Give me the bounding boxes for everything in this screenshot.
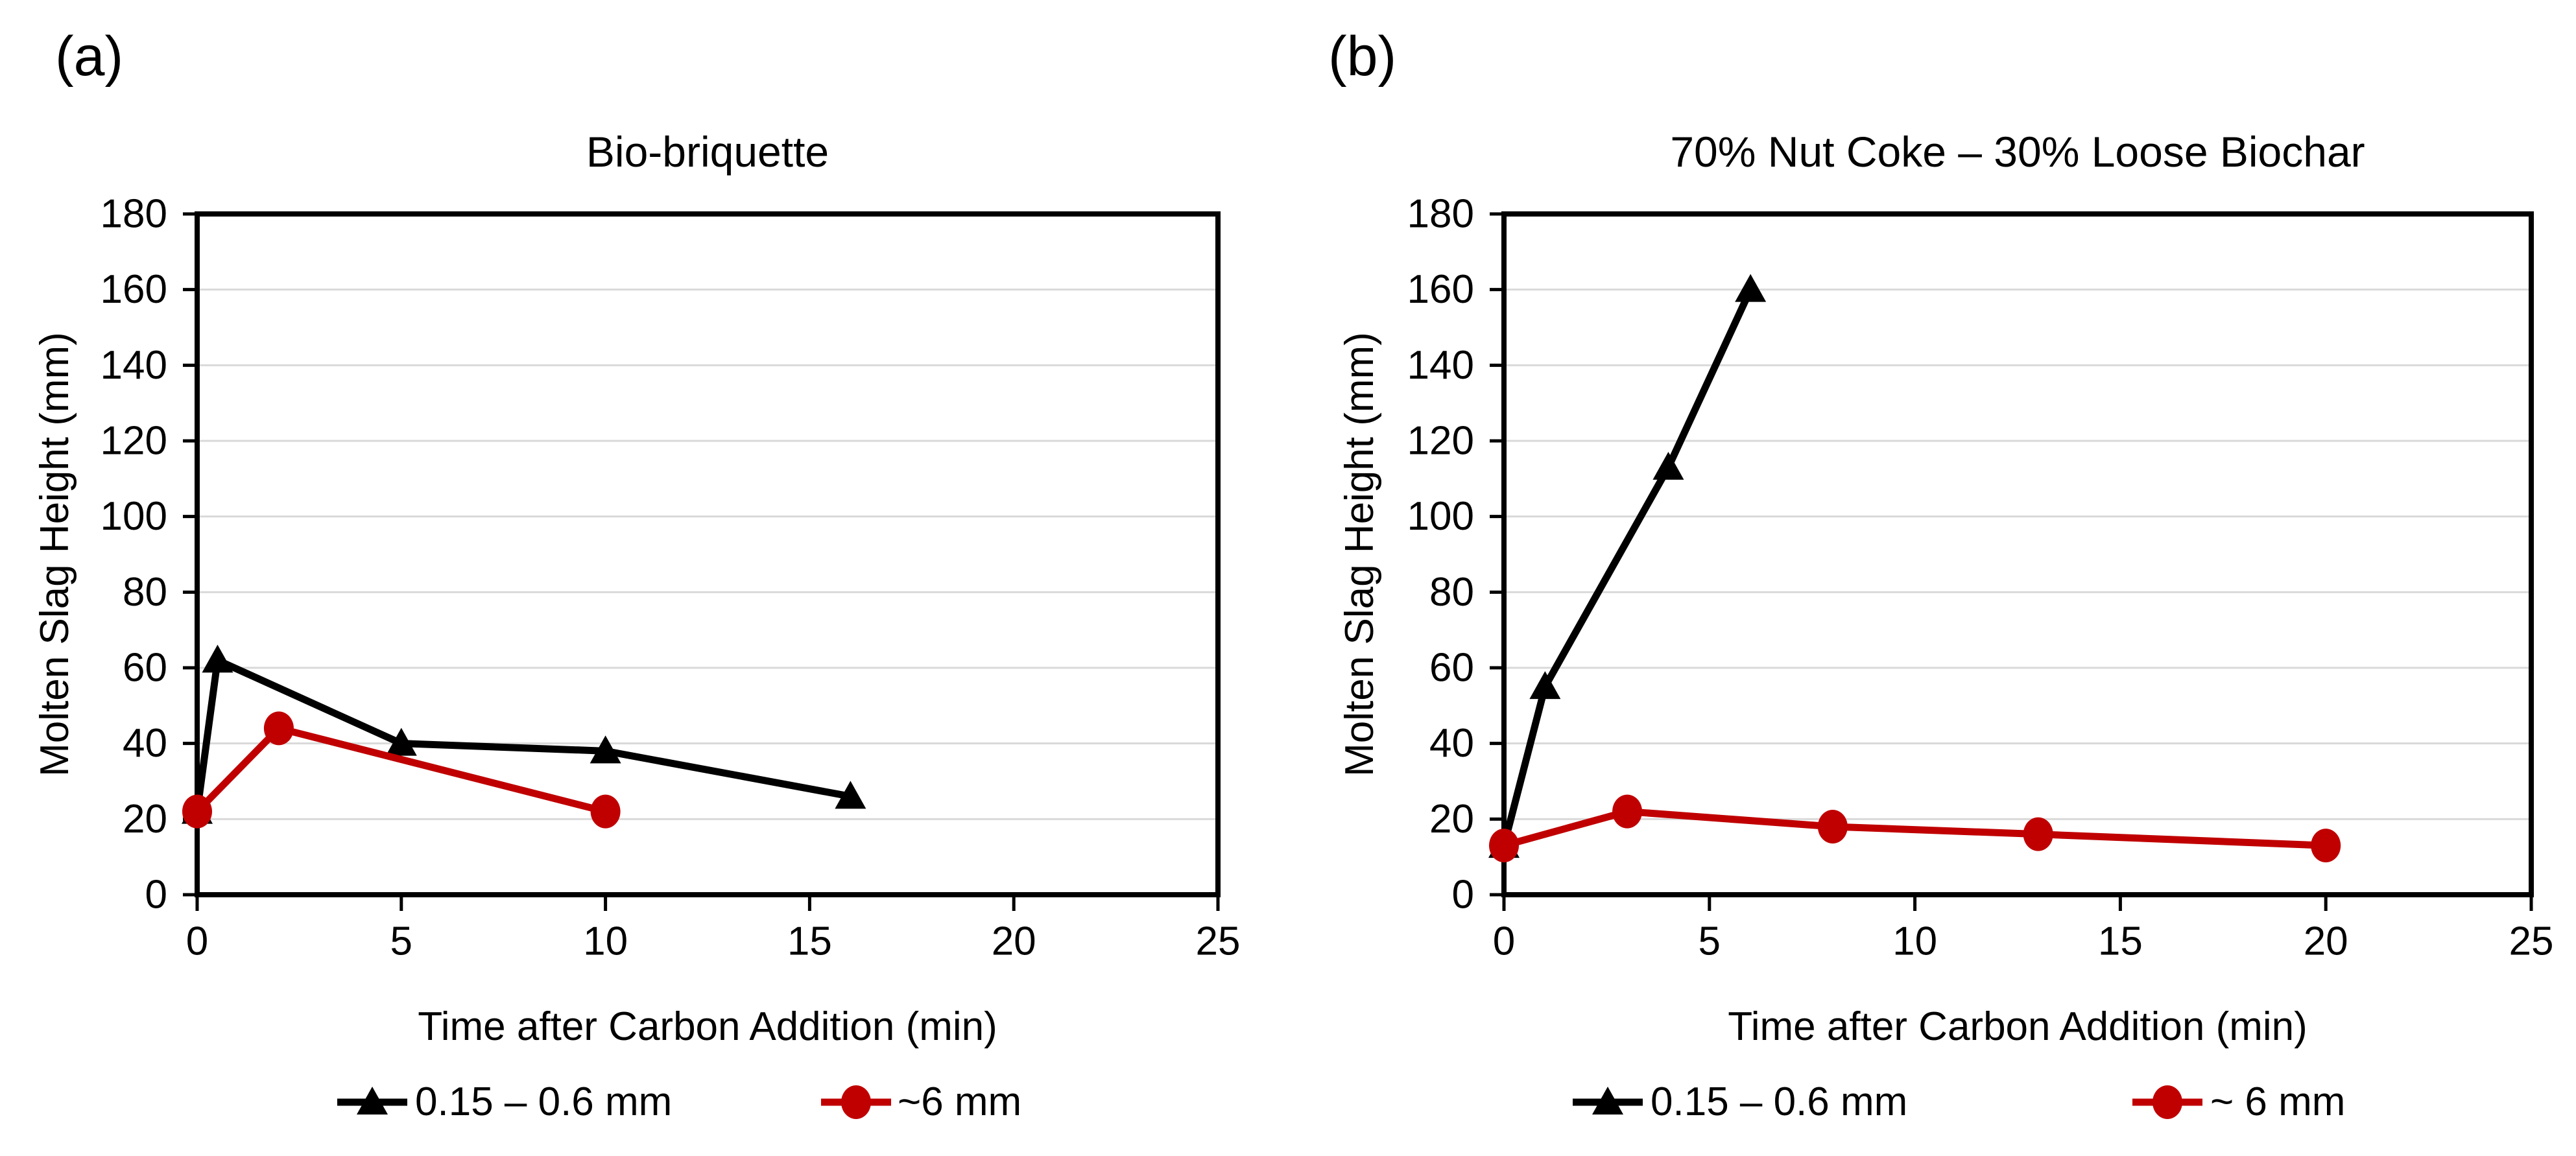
y-tick-label: 140: [1407, 343, 1474, 388]
panel-a-x-axis-title: Time after Carbon Addition (min): [418, 1004, 997, 1049]
x-tick-label: 20: [2304, 919, 2348, 964]
y-tick-label: 20: [123, 797, 167, 842]
legend-marker-triangle-icon: [357, 1087, 388, 1115]
y-tick-label: 60: [123, 646, 167, 690]
y-tick-label: 160: [101, 267, 167, 312]
data-point-marker: [182, 794, 212, 829]
data-point-marker: [1612, 794, 1643, 829]
y-tick-label: 80: [1429, 570, 1474, 615]
y-tick-label: 120: [1407, 419, 1474, 464]
y-tick-label: 40: [1429, 721, 1474, 766]
y-tick-label: 20: [1429, 797, 1474, 842]
plot-border: [195, 211, 1221, 897]
x-tick-label: 20: [992, 919, 1036, 964]
panel-b-letter: (b): [1328, 25, 1397, 88]
x-tick-label: 15: [787, 919, 832, 964]
legend-marker-triangle-icon: [1592, 1087, 1623, 1115]
plot-border: [1501, 211, 2534, 897]
y-tick-label: 0: [145, 873, 167, 917]
y-tick-label: 180: [1407, 192, 1474, 237]
data-point-marker: [1489, 829, 1519, 863]
panel-a-plot: 0 20 40 60 80 100 120 140 160 180 0 5 10 15 20 25: [101, 192, 1241, 1119]
panel-b-y-axis-title: Molten Slag Height (mm): [1337, 332, 1382, 777]
x-tick-label: 0: [186, 919, 208, 964]
panel-b-title: 70% Nut Coke – 30% Loose Biochar: [1670, 128, 2365, 176]
data-point-marker: [2311, 829, 2341, 863]
series-line: [1500, 288, 1754, 847]
x-tick-label: 5: [390, 919, 412, 964]
data-point-marker: [202, 644, 233, 673]
panel-a-legend-label-fine: 0.15 – 0.6 mm: [415, 1079, 673, 1124]
data-point-marker: [835, 781, 866, 809]
x-tick-label: 15: [2098, 919, 2143, 964]
data-point-marker: [590, 794, 621, 829]
panel-a-title: Bio-briquette: [586, 128, 829, 176]
y-tick-label: 80: [123, 570, 167, 615]
y-tick-label: 60: [1429, 646, 1474, 690]
y-tick-label: 100: [1407, 494, 1474, 539]
panel-b-plot: 0 20 40 60 80 100 120 140 160 180 0 5 10 15 20 25: [1407, 192, 2554, 1119]
x-tick-label: 25: [2509, 919, 2554, 964]
panel-b-legend-label-fine: 0.15 – 0.6 mm: [1651, 1079, 1908, 1124]
data-point-marker: [263, 711, 294, 746]
x-tick-label: 25: [1196, 919, 1241, 964]
data-point-marker: [590, 735, 621, 764]
legend-marker-circle-icon: [841, 1085, 871, 1119]
data-point-marker: [1735, 274, 1767, 302]
x-tick-label: 10: [1892, 919, 1937, 964]
y-tick-label: 120: [101, 419, 167, 464]
y-tick-label: 100: [101, 494, 167, 539]
y-tick-label: 180: [101, 192, 167, 237]
y-tick-label: 140: [101, 343, 167, 388]
legend-marker-circle-icon: [2153, 1085, 2182, 1119]
panel-b-legend-label-coarse: ~ 6 mm: [2210, 1079, 2346, 1124]
panel-b-x-axis-title: Time after Carbon Addition (min): [1728, 1004, 2308, 1049]
panel-a-y-axis-title: Molten Slag Height (mm): [32, 332, 77, 777]
data-point-marker: [1529, 671, 1561, 700]
y-tick-label: 160: [1407, 267, 1474, 312]
x-tick-label: 0: [1493, 919, 1515, 964]
y-tick-label: 40: [123, 721, 167, 766]
data-point-marker: [1652, 451, 1684, 480]
x-tick-label: 5: [1699, 919, 1721, 964]
data-point-marker: [385, 727, 417, 756]
panel-a-letter: (a): [55, 25, 124, 88]
data-point-marker: [2023, 817, 2053, 851]
y-tick-label: 0: [1452, 873, 1474, 917]
panel-a-legend-label-coarse: ~6 mm: [898, 1079, 1022, 1124]
x-tick-label: 10: [583, 919, 628, 964]
data-point-marker: [1817, 810, 1848, 843]
